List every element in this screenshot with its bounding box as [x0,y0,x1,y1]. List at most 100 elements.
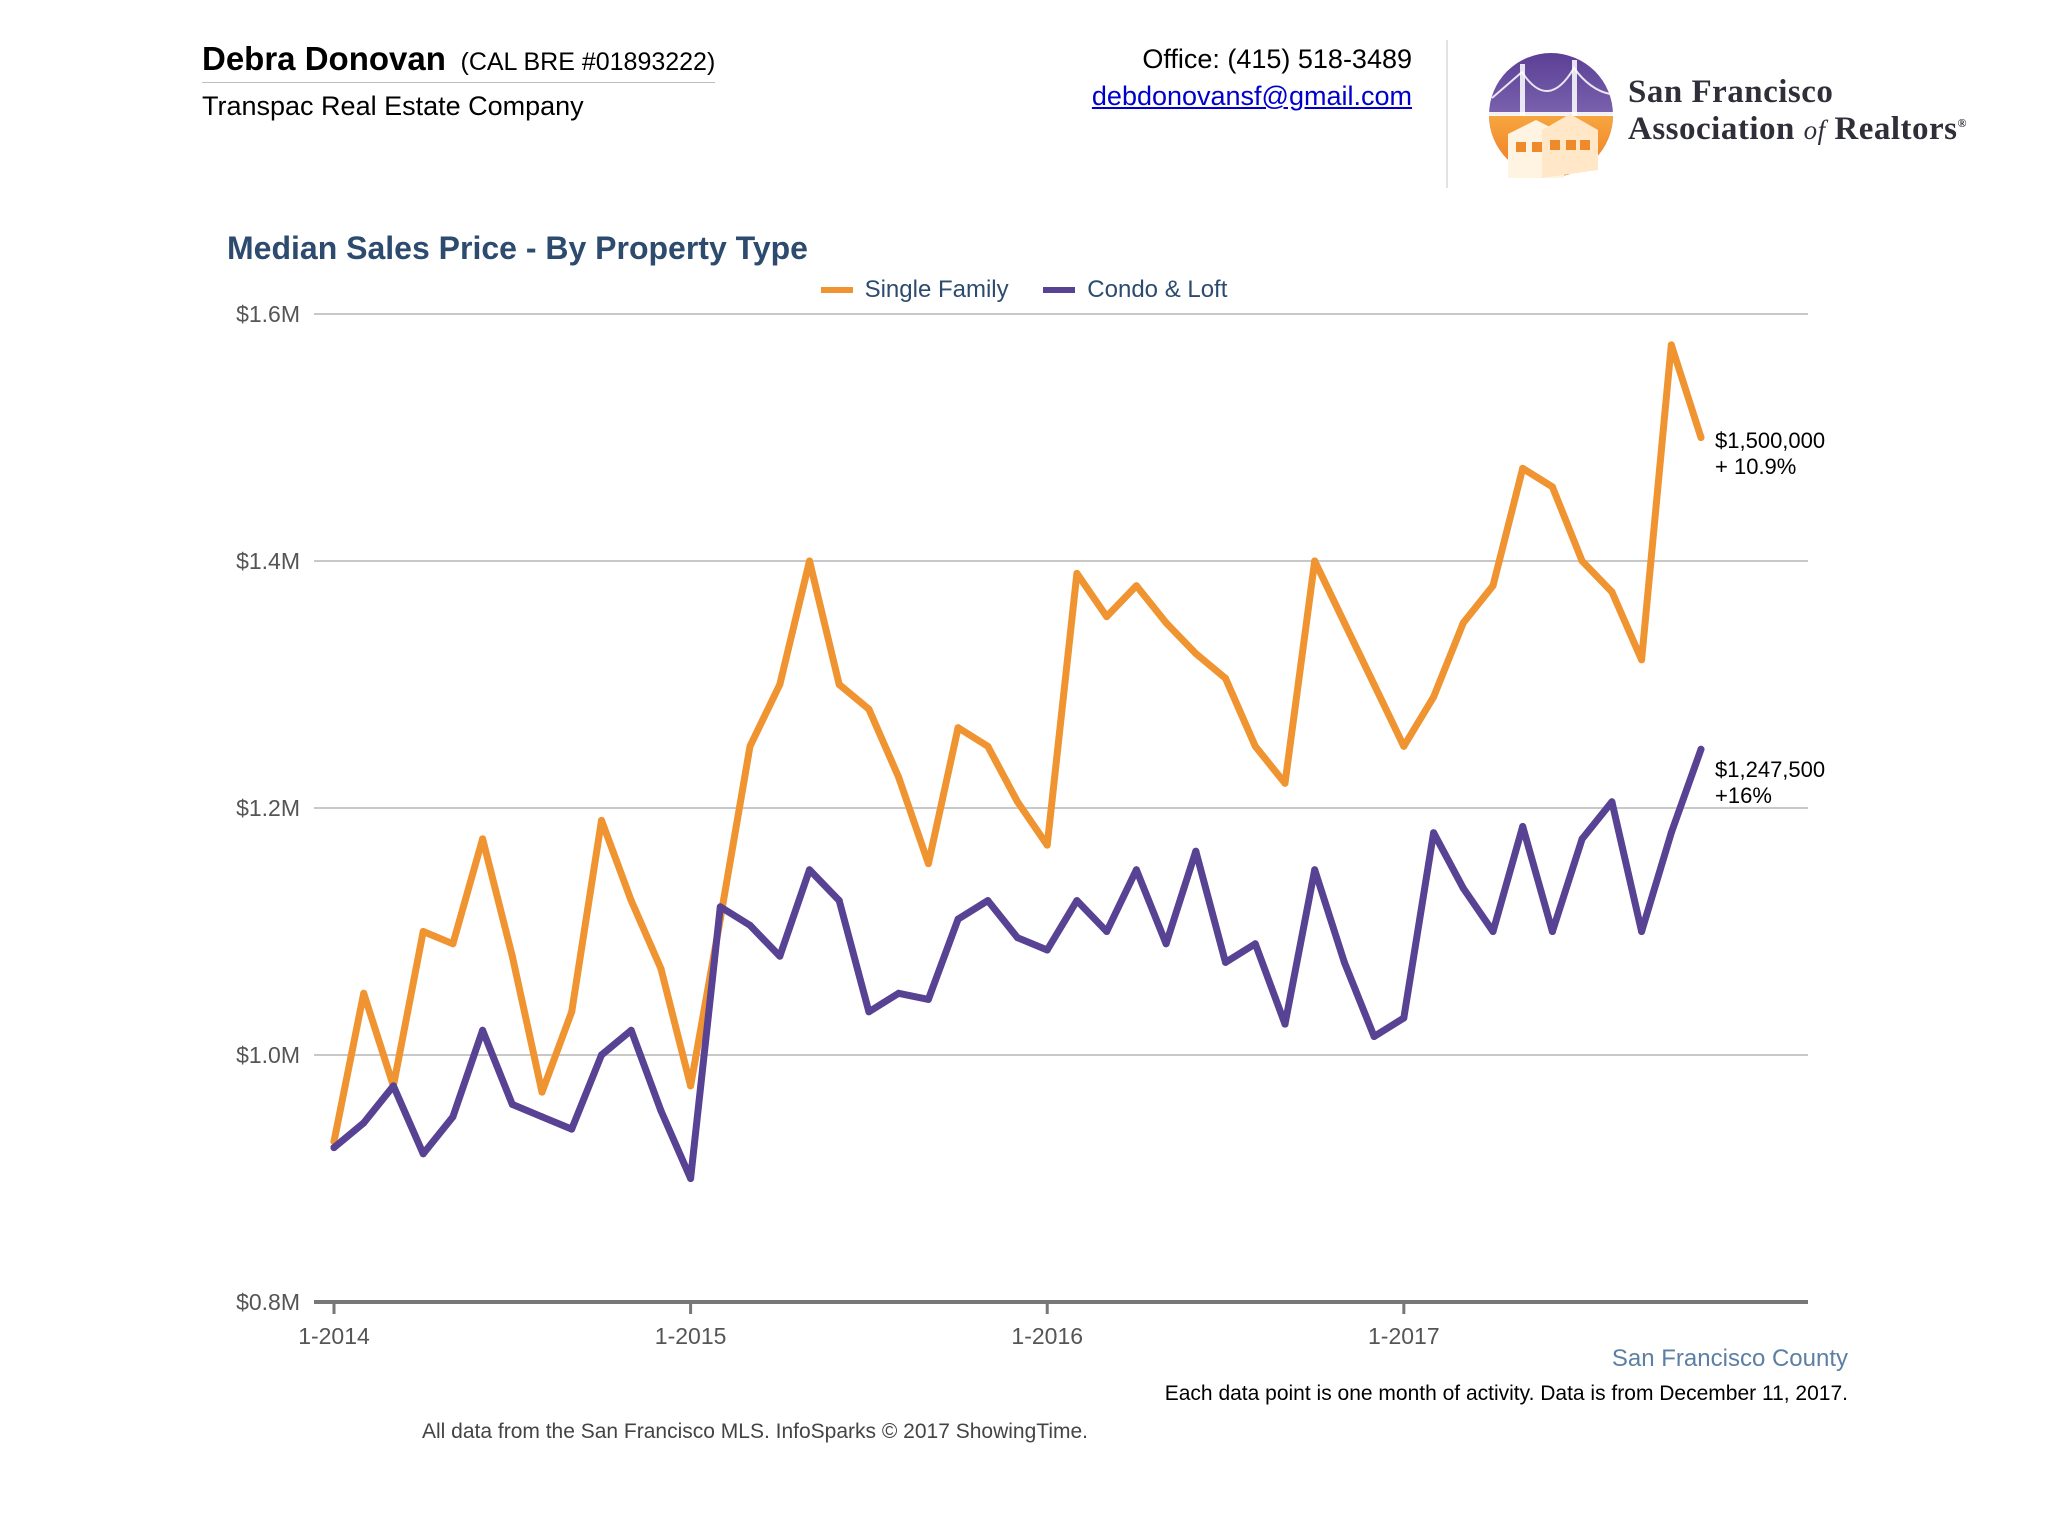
chart-legend: Single Family Condo & Loft [0,272,2048,304]
data-point-single-family [1370,681,1378,688]
agent-company: Transpac Real Estate Company [202,91,584,121]
end-change-single-family: + 10.9% [1715,453,1797,479]
data-point-condo-loft [687,1175,695,1182]
y-tick-label: $1.6M [236,301,300,327]
data-point-single-family [1519,464,1527,472]
data-point-condo-loft [1548,928,1556,935]
data-point-single-family [1340,619,1348,627]
data-point-single-family [1400,742,1408,750]
end-change-condo-loft: +16% [1715,783,1772,809]
email-link[interactable]: debdonovansf@gmail.com [1091,81,1412,111]
header-divider [1446,40,1448,188]
agent-name: Debra Donovan [202,40,446,77]
data-point-condo-loft [1608,798,1616,806]
logo-word-realtors: Realtors [1834,111,1958,147]
data-point-condo-loft [389,1082,397,1090]
data-point-single-family [508,952,516,960]
data-point-condo-loft [1222,958,1229,966]
data-point-single-family [865,705,873,713]
legend-swatch-single-family [820,287,853,293]
association-logo: San Francisco Association of Realtors® [1486,50,2016,180]
y-tick-label: $0.8M [236,1289,300,1315]
data-point-single-family [1638,656,1646,664]
data-point-single-family [1489,582,1497,590]
registered-mark: ® [1957,116,1967,130]
data-point-single-family [598,816,605,824]
data-point-condo-loft [1014,934,1021,942]
data-point-condo-loft [598,1051,605,1059]
y-tick-label: $1.2M [236,795,300,821]
data-point-condo-loft [1370,1033,1378,1040]
x-tick-label: 1-2016 [1011,1323,1083,1349]
data-point-single-family [1043,841,1051,849]
series-line-single-family [330,341,1705,1145]
data-point-single-family [1073,569,1081,577]
data-point-single-family [568,1008,576,1016]
data-point-single-family [1548,483,1556,491]
data-point-condo-loft [1073,897,1081,905]
data-point-single-family [806,557,813,565]
logo-word-association: Association [1628,111,1795,147]
golden-gate-house-emblem-icon [1489,53,1613,178]
data-point-condo-loft [1103,928,1111,935]
data-point-condo-loft [508,1100,516,1108]
data-point-single-family [449,940,457,948]
data-point-single-family [1132,582,1140,590]
data-point-condo-loft [716,903,724,911]
legend-item-single-family: Single Family [820,276,1009,304]
data-point-condo-loft [1578,835,1586,843]
x-tick-label: 1-2017 [1368,1323,1440,1349]
legend-label-condo-loft: Condo & Loft [1087,276,1228,303]
data-point-single-family [1459,619,1467,627]
x-tick-label: 1-2014 [298,1323,370,1349]
data-point-condo-loft [1043,946,1051,954]
data-point-condo-loft [1251,940,1259,948]
data-point-condo-loft [568,1125,576,1133]
agent-info: Debra Donovan (CAL BRE #01893222) Transp… [202,40,716,122]
end-label-single-family: $1,500,000 + 10.9% [1715,428,1825,480]
data-point-single-family [1162,619,1170,627]
data-point-condo-loft [479,1026,487,1034]
data-point-condo-loft [954,915,962,923]
data-point-single-family [984,742,992,750]
data-point-condo-loft [1400,1014,1408,1022]
end-value-condo-loft: $1,247,500 [1715,757,1826,783]
office-phone: Office: (415) 518-3489 [1142,44,1412,74]
data-point-condo-loft [865,1008,873,1016]
agent-heading: Debra Donovan (CAL BRE #01893222) [202,40,716,83]
data-point-single-family [657,965,665,972]
data-point-single-family [895,773,903,781]
chart-title: Median Sales Price - By Property Type [227,230,808,266]
logo-line-2: Association of Realtors® [1628,111,1967,148]
data-point-condo-loft [419,1150,427,1158]
data-point-single-family [479,835,487,843]
data-point-condo-loft [1281,1020,1289,1028]
data-point-condo-loft [746,921,754,929]
data-point-condo-loft [806,866,813,874]
data-point-condo-loft [538,1113,546,1121]
data-point-single-family [1311,557,1319,565]
data-point-single-family [1667,341,1675,349]
data-point-condo-loft [835,897,843,905]
data-point-condo-loft [1519,823,1527,830]
data-point-condo-loft [776,952,784,960]
data-point-single-family [1578,557,1586,565]
data-point-single-family [627,897,635,905]
data-point-condo-loft [1132,866,1140,874]
data-point-condo-loft [895,989,903,997]
data-point-single-family [954,724,962,732]
data-point-single-family [835,681,843,688]
data-point-single-family [924,860,932,868]
data-point-condo-loft [627,1026,635,1034]
data-point-single-family [1192,650,1200,658]
x-tick-label: 1-2015 [655,1323,727,1349]
agent-license: (CAL BRE #01893222) [460,48,716,76]
data-point-condo-loft [1162,940,1170,948]
logo-word-of: of [1803,115,1826,145]
data-point-single-family [1608,588,1616,596]
data-point-condo-loft [360,1119,368,1127]
logo-line-1: San Francisco [1628,74,1834,110]
data-point-condo-loft [1697,745,1705,753]
data-point-single-family [1251,742,1259,750]
